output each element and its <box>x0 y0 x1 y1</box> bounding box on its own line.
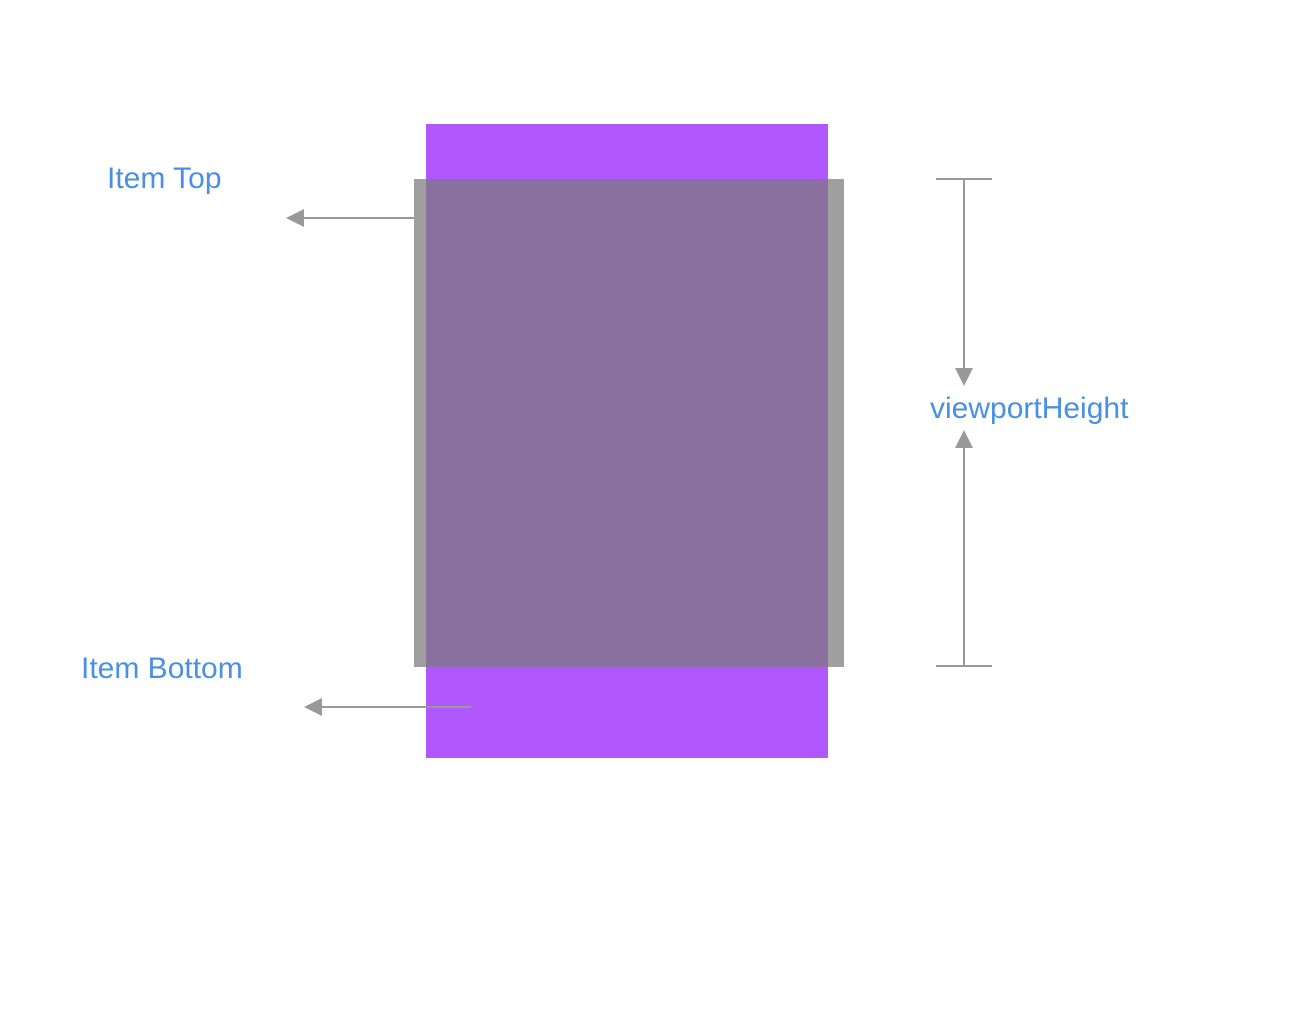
item-top-arrow <box>286 209 414 227</box>
dimension-up-arrowhead <box>955 430 973 448</box>
viewport-height-dimension <box>936 178 992 667</box>
viewport-frame <box>414 179 844 667</box>
item-bottom-label: Item Bottom <box>81 652 243 685</box>
dimension-down-arrowhead <box>955 368 973 386</box>
viewport-height-label: viewportHeight <box>930 392 1129 425</box>
item-top-label: Item Top <box>107 162 222 195</box>
item-bottom-arrow <box>304 698 471 716</box>
